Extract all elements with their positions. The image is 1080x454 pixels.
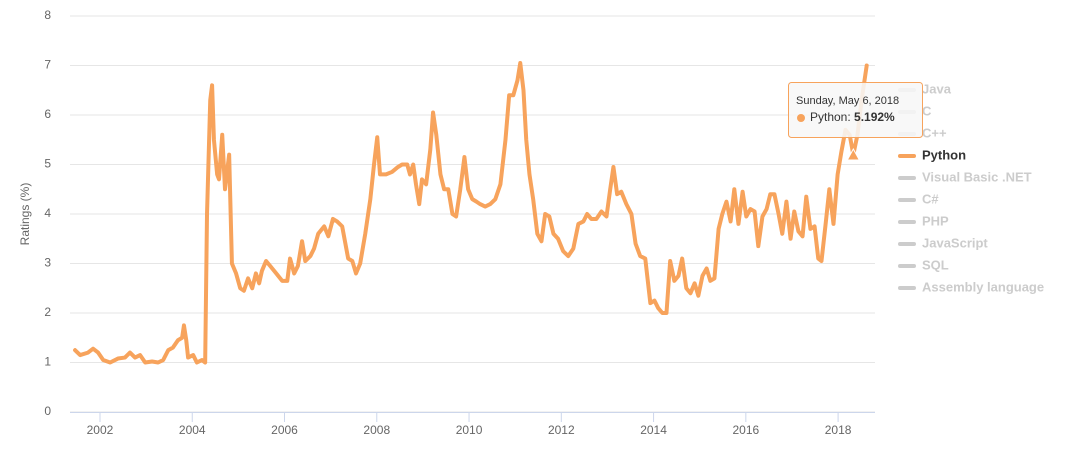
y-tick-label: 6 <box>44 107 51 121</box>
y-tick-label: 7 <box>44 58 51 72</box>
tooltip-text: Python: 5.192% <box>810 110 895 124</box>
tooltip-date: Sunday, May 6, 2018 <box>796 95 899 107</box>
x-tick-label: 2012 <box>548 423 575 437</box>
legend-label: C# <box>922 191 939 206</box>
y-tick-label: 3 <box>44 256 51 270</box>
tooltip-box <box>788 82 923 138</box>
legend-label: Java <box>922 81 952 96</box>
tooltip-sep: : <box>847 110 854 124</box>
y-tick-label: 4 <box>44 206 51 220</box>
legend-label: SQL <box>922 257 949 272</box>
x-tick-label: 2016 <box>732 423 759 437</box>
x-tick-label: 2018 <box>825 423 852 437</box>
tooltip: Sunday, May 6, 2018 Python: 5.192% <box>788 82 923 138</box>
legend-item[interactable]: Python <box>898 147 966 162</box>
legend-item[interactable]: Visual Basic .NET <box>898 169 1032 184</box>
legend-item[interactable]: Assembly language <box>898 279 1044 294</box>
tooltip-marker <box>846 147 861 161</box>
legend-label: C++ <box>922 125 947 140</box>
x-tick-label: 2014 <box>640 423 667 437</box>
legend-item[interactable]: PHP <box>898 213 949 228</box>
legend-item[interactable]: JavaScript <box>898 235 988 250</box>
legend-label: Python <box>922 147 966 162</box>
legend-label: Visual Basic .NET <box>922 169 1032 184</box>
tooltip-series: Python <box>810 110 847 124</box>
legend-label: C <box>922 103 932 118</box>
legend-label: JavaScript <box>922 235 988 250</box>
x-tick-label: 2004 <box>179 423 206 437</box>
x-tick-label: 2006 <box>271 423 298 437</box>
tooltip-dot <box>797 114 805 122</box>
y-tick-label: 1 <box>44 355 51 369</box>
legend-label: PHP <box>922 213 949 228</box>
y-axis-title: Ratings (%) <box>18 183 32 246</box>
legend-item[interactable]: C# <box>898 191 939 206</box>
y-tick-label: 2 <box>44 305 51 319</box>
x-tick-label: 2010 <box>456 423 483 437</box>
x-tick-label: 2002 <box>87 423 114 437</box>
y-tick-label: 8 <box>44 8 51 22</box>
data-line <box>73 61 869 365</box>
tooltip-value: 5.192% <box>854 110 895 124</box>
y-tick-label: 0 <box>44 404 51 418</box>
legend-item[interactable]: SQL <box>898 257 949 272</box>
legend-label: Assembly language <box>922 279 1044 294</box>
y-tick-label: 5 <box>44 157 51 171</box>
x-tick-label: 2008 <box>363 423 390 437</box>
